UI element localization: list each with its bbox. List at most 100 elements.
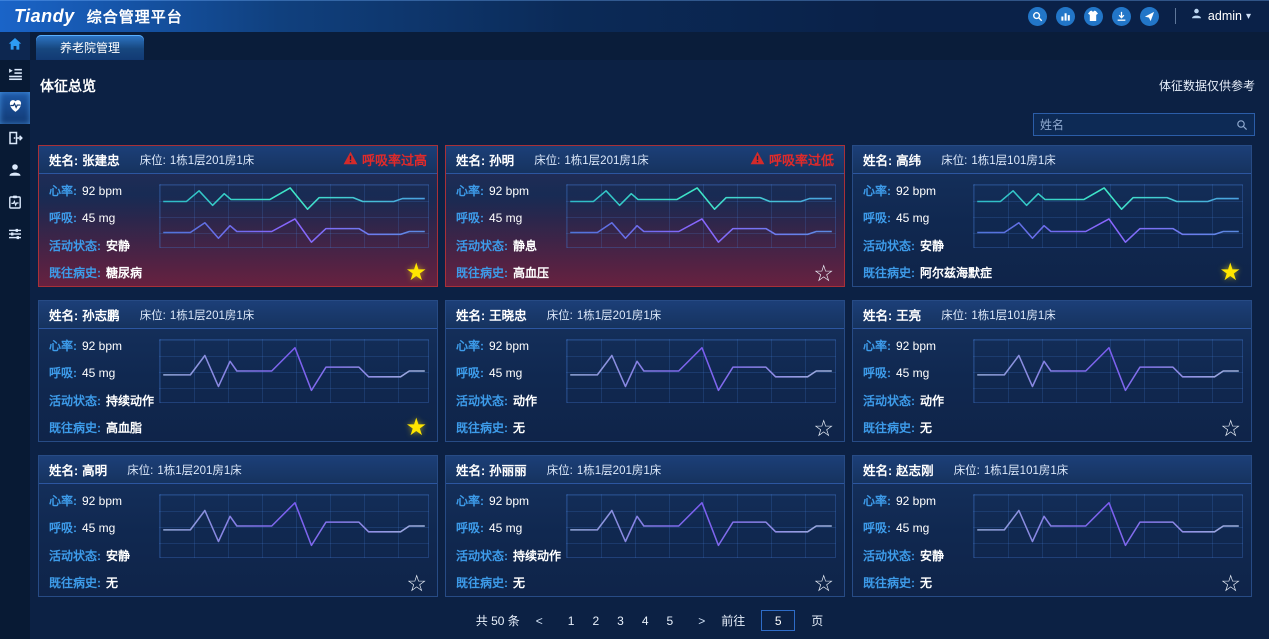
brand: Tiandy 综合管理平台 (14, 6, 183, 27)
sidebar-item-door-exit[interactable] (0, 124, 30, 156)
alarm-badge: 呼吸率过低 (750, 150, 834, 169)
bed-label: 床位: (941, 309, 968, 322)
goto-page-input[interactable] (761, 610, 796, 631)
bed-label: 床位: (953, 464, 980, 477)
vitals-chart (973, 494, 1243, 558)
name-label: 姓名: (49, 154, 79, 168)
favorite-star-icon[interactable]: ☆ (1220, 570, 1241, 596)
favorite-star-icon[interactable]: ★ (1219, 259, 1241, 286)
name-search-input[interactable] (1034, 117, 1236, 132)
activity-value: 安静 (106, 238, 131, 253)
vitals-chart (566, 339, 836, 403)
shirt-icon (1087, 10, 1099, 22)
vitals-chart (159, 184, 429, 248)
history-value: 无 (106, 575, 119, 590)
history-label: 既往病史: (49, 575, 101, 590)
tab-nursing-home[interactable]: 养老院管理 (36, 35, 145, 60)
favorite-star-icon[interactable]: ★ (405, 414, 427, 441)
activity-label: 活动状态: (456, 238, 508, 253)
page-numbers: 1 2 3 4 5 (559, 614, 682, 628)
page-title: 体征总览 (40, 78, 96, 94)
history-label: 既往病史: (863, 575, 915, 590)
breath-label: 呼吸: (49, 366, 77, 381)
breath-label: 呼吸: (49, 521, 77, 536)
card-body: 心率: 92 bpm 呼吸: 45 mg 活动状态: 持续动作 既往病史: 高血脂 ★ (39, 329, 437, 442)
home-button[interactable] (0, 32, 30, 60)
header-divider (1174, 8, 1176, 24)
heart-rate-value: 92 bpm (896, 339, 937, 353)
alarm-badge: 呼吸率过高 (343, 150, 427, 169)
activity-label: 活动状态: (863, 238, 915, 253)
bed-value: 1栋1层101房1床 (971, 154, 1056, 167)
card-body: 心率: 92 bpm 呼吸: 45 mg 活动状态: 动作 既往病史: 无 ☆ (446, 329, 844, 442)
name-label: 姓名: (456, 154, 486, 168)
vitals-chart (566, 494, 836, 558)
bed-value: 1栋1层201房1床 (169, 309, 255, 322)
name-label: 姓名: (456, 464, 486, 478)
favorite-star-icon[interactable]: ★ (405, 259, 427, 286)
shirt-button[interactable] (1083, 6, 1103, 26)
next-page-arrow[interactable]: > (698, 613, 706, 628)
patient-card[interactable]: 姓名: 张建忠 床位: 1栋1层201房1床 呼吸率过高 心率: 92 bpm 呼… (38, 145, 438, 287)
bar-chart-button[interactable] (1055, 6, 1075, 26)
card-body: 心率: 92 bpm 呼吸: 45 mg 活动状态: 安静 既往病史: 无 ☆ (853, 484, 1251, 597)
favorite-star-icon[interactable]: ☆ (1220, 415, 1241, 441)
patient-card[interactable]: 姓名: 孙丽丽 床位: 1栋1层201房1床 心率: 92 bpm 呼吸: 45 m… (445, 455, 845, 597)
activity-label: 活动状态: (49, 548, 101, 563)
send-button[interactable] (1139, 6, 1159, 26)
card-body: 心率: 92 bpm 呼吸: 45 mg 活动状态: 持续动作 既往病史: 无 ☆ (446, 484, 844, 597)
breath-label: 呼吸: (456, 211, 484, 226)
page-number[interactable]: 4 (641, 613, 649, 628)
heart-rate-value: 92 bpm (896, 184, 937, 198)
activity-value: 安静 (920, 548, 945, 563)
history-value: 无 (513, 575, 526, 590)
sidebar-item-heart-monitor[interactable] (0, 92, 30, 124)
activity-label: 活动状态: (456, 393, 508, 408)
patient-card[interactable]: 姓名: 高明 床位: 1栋1层201房1床 心率: 92 bpm 呼吸: 45 mg… (38, 455, 438, 597)
left-sidebar (0, 60, 30, 639)
warning-triangle-icon (343, 151, 362, 168)
page-number[interactable]: 1 (567, 613, 575, 628)
favorite-star-icon[interactable]: ☆ (813, 415, 834, 441)
heart-rate-label: 心率: (863, 184, 891, 198)
favorite-star-icon[interactable]: ☆ (813, 260, 834, 286)
patient-card[interactable]: 姓名: 王晓忠 床位: 1栋1层201房1床 心率: 92 bpm 呼吸: 45 m… (445, 300, 845, 442)
patient-name: 王晓忠 (489, 309, 527, 323)
page-number[interactable]: 2 (592, 613, 600, 628)
patient-card[interactable]: 姓名: 孙志鹏 床位: 1栋1层201房1床 心率: 92 bpm 呼吸: 45 m… (38, 300, 438, 442)
bed-label: 床位: (139, 154, 166, 167)
heart-rate-value: 92 bpm (489, 494, 530, 508)
card-body: 心率: 92 bpm 呼吸: 45 mg 活动状态: 安静 既往病史: 无 ☆ (39, 484, 437, 597)
disclaimer-text: 体征数据仅供参考 (1158, 79, 1255, 93)
patient-card[interactable]: 姓名: 孙明 床位: 1栋1层201房1床 呼吸率过低 心率: 92 bpm 呼吸… (445, 145, 845, 287)
bed-value: 1栋1层101房1床 (971, 309, 1056, 322)
tab-bar: 养老院管理 (0, 32, 1269, 60)
page-number[interactable]: 3 (617, 613, 624, 628)
heart-rate-value: 92 bpm (489, 339, 530, 353)
breath-label: 呼吸: (863, 366, 891, 381)
sidebar-item-sliders[interactable] (0, 220, 30, 252)
bar-chart-icon (1060, 11, 1071, 22)
sidebar-item-user[interactable] (0, 156, 30, 188)
patient-card[interactable]: 姓名: 王亮 床位: 1栋1层101房1床 心率: 92 bpm 呼吸: 45 mg… (852, 300, 1252, 442)
name-label: 姓名: (49, 309, 79, 323)
activity-label: 活动状态: (863, 548, 915, 563)
prev-page-arrow[interactable]: < (535, 613, 543, 628)
goto-label: 前往 (721, 614, 746, 628)
bed-value: 1栋1层201房1床 (576, 464, 662, 477)
download-button[interactable] (1111, 6, 1131, 26)
search-button[interactable] (1027, 6, 1047, 26)
search-icon[interactable] (1236, 119, 1248, 131)
patient-card[interactable]: 姓名: 赵志刚 床位: 1栋1层101房1床 心率: 92 bpm 呼吸: 45 m… (852, 455, 1252, 597)
favorite-star-icon[interactable]: ☆ (813, 570, 834, 596)
patient-name: 孙明 (489, 154, 515, 168)
sidebar-item-medical-record[interactable] (0, 188, 30, 220)
patient-card[interactable]: 姓名: 高纬 床位: 1栋1层101房1床 心率: 92 bpm 呼吸: 45 mg… (852, 145, 1252, 287)
breath-label: 呼吸: (456, 366, 484, 381)
sidebar-item-device-list[interactable] (0, 60, 30, 92)
favorite-star-icon[interactable]: ☆ (406, 570, 427, 596)
page-number[interactable]: 5 (666, 613, 674, 628)
patient-name: 张建忠 (82, 154, 120, 168)
patient-name: 高纬 (896, 154, 922, 168)
user-menu[interactable]: admin ▾ (1190, 7, 1251, 25)
